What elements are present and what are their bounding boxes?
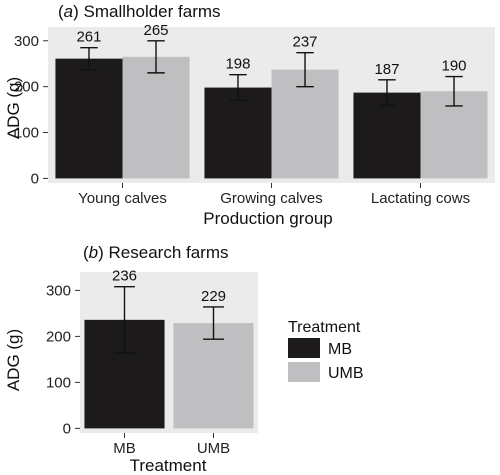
legend-label-umb: UMB xyxy=(328,365,364,382)
bar-mb xyxy=(55,58,123,179)
data-label: 190 xyxy=(442,58,467,75)
x-tick-label: Growing calves xyxy=(220,190,323,207)
panel-a-title: (a) Smallholder farms xyxy=(58,2,221,21)
bar-mb xyxy=(353,92,421,179)
y-tick-label: 100 xyxy=(14,125,39,142)
data-label: 265 xyxy=(144,22,169,39)
data-label: 236 xyxy=(112,268,137,285)
data-label: 237 xyxy=(293,34,318,51)
panel-a: (a) Smallholder farms 0 100 200 300 261 265 1… xyxy=(4,2,495,228)
data-label: 261 xyxy=(76,29,101,46)
panel-b-x-axis: MB UMB xyxy=(113,433,230,457)
panel-b-y-axis: 0 100 200 300 xyxy=(46,282,80,437)
data-label: 187 xyxy=(374,61,399,78)
panel-a-y-axis: 0 100 200 300 xyxy=(14,33,48,187)
x-tick-label: UMB xyxy=(197,440,230,457)
y-tick-label: 0 xyxy=(63,420,71,437)
legend-title: Treatment xyxy=(288,319,361,336)
data-label: 229 xyxy=(201,288,226,305)
x-tick-label: MB xyxy=(113,440,136,457)
y-tick-label: 200 xyxy=(46,328,71,345)
legend-label-mb: MB xyxy=(328,341,352,358)
bar-mb xyxy=(204,87,272,179)
data-label: 198 xyxy=(225,56,250,73)
x-tick-label: Lactating cows xyxy=(371,190,470,207)
panel-b-y-axis-title: ADG (g) xyxy=(4,329,23,391)
bar-umb xyxy=(122,56,190,179)
bar-umb xyxy=(173,323,254,429)
panel-b: (b) Research farms 0 100 200 300 236 229 MB U… xyxy=(4,243,258,475)
legend-swatch-mb xyxy=(288,338,320,358)
panel-a-x-axis: Young calves Growing calves Lactating cows xyxy=(78,183,470,207)
y-tick-label: 300 xyxy=(14,33,39,50)
legend: Treatment MB UMB xyxy=(288,319,364,382)
y-tick-label: 300 xyxy=(46,282,71,299)
panel-b-x-axis-title: Treatment xyxy=(130,456,207,475)
panel-a-bars: 261 265 198 237 187 190 xyxy=(55,22,488,179)
y-tick-label: 0 xyxy=(31,170,39,187)
panel-b-title: (b) Research farms xyxy=(83,243,229,262)
y-tick-label: 200 xyxy=(14,79,39,96)
panel-a-x-axis-title: Production group xyxy=(203,209,332,228)
panel-b-bars: 236 229 xyxy=(84,268,254,429)
x-tick-label: Young calves xyxy=(78,190,167,207)
legend-swatch-umb xyxy=(288,362,320,382)
bar-umb xyxy=(271,69,339,179)
y-tick-label: 100 xyxy=(46,374,71,391)
panel-a-y-axis-title: ADG (g) xyxy=(4,77,23,139)
